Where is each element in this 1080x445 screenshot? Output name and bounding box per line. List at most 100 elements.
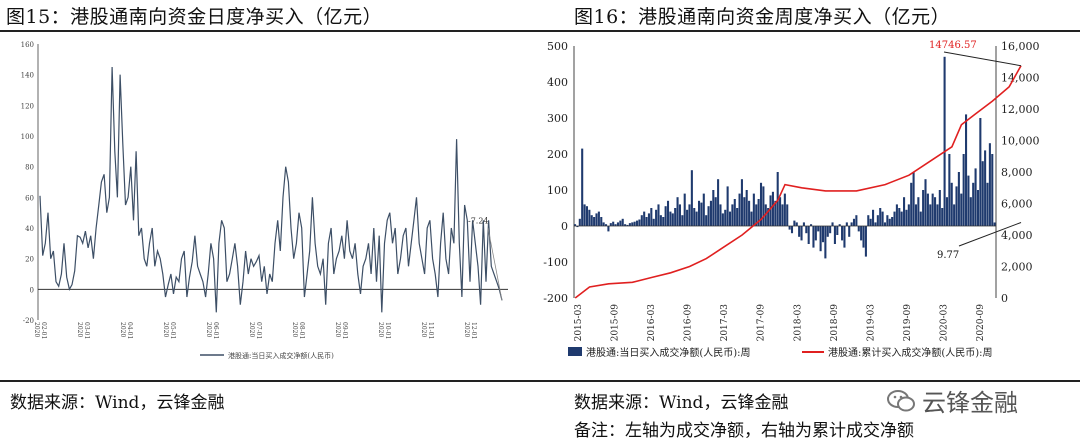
weekly-bar — [645, 217, 648, 226]
x-tick-label: 2018-09 — [830, 304, 840, 342]
y-right-tick-label: 14,000 — [1001, 72, 1040, 85]
weekly-bar — [740, 179, 743, 226]
weekly-bar — [628, 223, 631, 226]
y-right-tick-label: 16,000 — [1001, 40, 1040, 53]
weekly-bar — [655, 209, 658, 226]
weekly-bar — [676, 197, 679, 226]
weekly-bar — [762, 186, 765, 226]
weekly-bar — [850, 222, 853, 226]
weekly-bar — [883, 222, 887, 226]
y-right-tick-label: 0 — [1001, 292, 1008, 305]
weekly-bar — [991, 154, 994, 226]
weekly-bar — [659, 215, 662, 226]
weekly-bar — [686, 209, 689, 226]
bar-annotation-leader — [958, 222, 1022, 247]
weekly-bar — [690, 170, 693, 226]
y-left-tick-label: -100 — [543, 256, 568, 269]
weekly-bar — [793, 220, 796, 226]
y-tick-label: 140 — [21, 72, 34, 80]
y-tick-label: 0 — [30, 286, 34, 294]
weekly-bar — [581, 148, 584, 226]
last-value-annotation: -7.24 — [468, 216, 489, 225]
y-tick-label: 160 — [21, 41, 34, 49]
weekly-bar — [888, 218, 891, 226]
right-source: 数据来源：Wind，云锋金融 — [574, 393, 789, 413]
y-left-tick-label: 300 — [547, 112, 568, 125]
weekly-bar — [678, 204, 681, 226]
weekly-bar — [781, 204, 784, 226]
weekly-bar — [626, 224, 629, 226]
weekly-bar — [864, 226, 867, 257]
x-tick-label: 2020-09 — [976, 304, 986, 342]
weekly-bar — [662, 217, 665, 226]
weekly-bar — [895, 204, 898, 226]
weekly-bar — [965, 114, 968, 226]
weekly-bar — [926, 193, 929, 226]
y-left-tick-label: 400 — [547, 76, 568, 89]
x-tick-label: 08-01 — [298, 322, 305, 339]
weekly-bar — [855, 215, 858, 226]
weekly-bar — [700, 202, 703, 226]
weekly-bar — [905, 209, 908, 226]
weekly-bar — [583, 204, 586, 226]
weekly-bar — [643, 211, 646, 226]
weekly-bar — [724, 209, 727, 226]
weekly-bar — [938, 190, 941, 226]
weekly-bar — [650, 208, 653, 226]
y-left-tick-label: 200 — [547, 148, 568, 161]
weekly-bar — [848, 226, 851, 237]
weekly-bar — [969, 197, 972, 226]
weekly-bar — [733, 199, 736, 226]
y-right-tick-label: 4,000 — [1001, 229, 1033, 242]
y-left-tick-label: 100 — [547, 184, 568, 197]
weekly-bar — [967, 175, 970, 226]
x-tick-label: 2020-03 — [939, 304, 949, 342]
weekly-bar — [857, 226, 860, 232]
weekly-bar — [993, 222, 996, 226]
x-tick-label: 12-01 — [470, 322, 477, 339]
weekly-bar — [619, 220, 622, 226]
weekly-bar — [788, 226, 791, 230]
weekly-bar — [948, 154, 951, 226]
weekly-bar — [728, 211, 732, 226]
weekly-bar — [922, 190, 925, 226]
weekly-bar — [757, 199, 760, 226]
x-tick-label: 2019-09 — [903, 304, 913, 342]
x-tick-year: 2020 — [377, 322, 384, 337]
weekly-bar — [693, 208, 696, 226]
weekly-bar — [593, 217, 596, 226]
weekly-bar — [929, 204, 932, 226]
weekly-bar — [697, 200, 701, 226]
weekly-bar — [612, 221, 615, 226]
weekly-bar — [826, 226, 829, 237]
legend-bar-label: 港股通:当日买入成交净额(人民币):周 — [586, 346, 751, 359]
y-right-tick-label: 2,000 — [1001, 261, 1033, 274]
weekly-bar — [748, 200, 751, 226]
weekly-bar — [941, 208, 944, 226]
weekly-bar — [607, 226, 610, 232]
weekly-bar — [867, 215, 870, 226]
weekly-bar — [683, 193, 686, 226]
weekly-bar — [705, 215, 708, 226]
weekly-bar — [714, 197, 717, 226]
weekly-bar — [831, 222, 834, 226]
weekly-bar — [769, 195, 772, 226]
x-tick-label: 07-01 — [255, 322, 262, 339]
x-tick-year: 2020 — [291, 322, 298, 337]
weekly-bar — [879, 208, 882, 226]
weekly-bar — [795, 222, 798, 226]
cum-annotation-leader — [943, 51, 1022, 67]
weekly-bar — [833, 226, 836, 244]
weekly-bar — [919, 211, 922, 226]
weekly-bar — [810, 224, 813, 226]
weekly-bar — [829, 226, 832, 234]
weekly-bar — [779, 197, 782, 226]
weekly-bar — [881, 211, 884, 226]
x-tick-label: 04-01 — [126, 322, 133, 339]
y-tick-label: 100 — [21, 133, 34, 141]
